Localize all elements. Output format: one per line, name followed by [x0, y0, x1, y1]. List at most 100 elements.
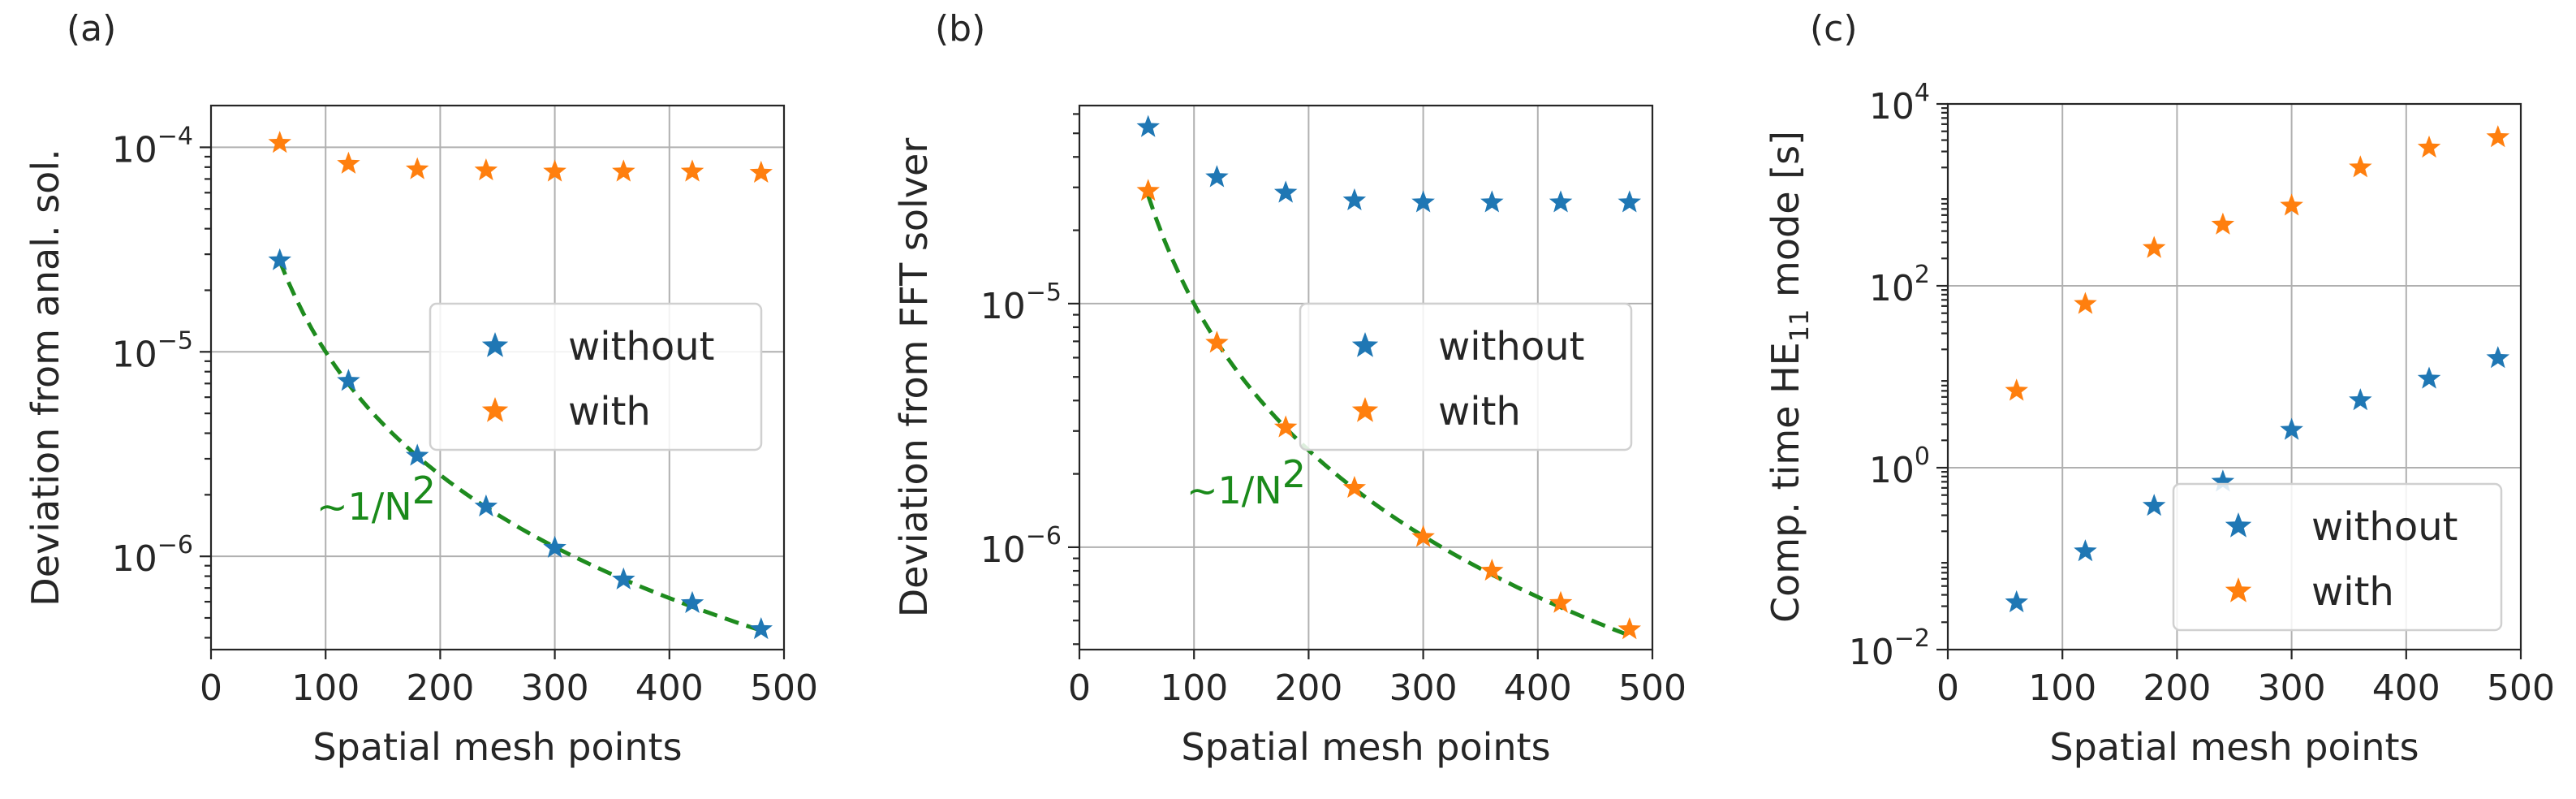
- legend-box: [1299, 302, 1633, 451]
- y-tick-base: 10: [112, 129, 157, 171]
- y-tick-label: 10−4: [112, 122, 193, 171]
- x-tick-label: 0: [200, 667, 222, 709]
- y-tick-exponent: −6: [1026, 522, 1062, 551]
- legend-marker-without: [2225, 512, 2252, 538]
- data-point-with: [1411, 525, 1435, 547]
- data-point-without: [1480, 190, 1504, 213]
- legend-label-with: with: [1438, 389, 1521, 434]
- x-axis-label: Spatial mesh points: [312, 725, 682, 769]
- x-tick-label: 500: [2487, 667, 2555, 709]
- legend-marker-without: [1351, 332, 1379, 357]
- y-tick-label: 10−5: [980, 279, 1062, 327]
- y-tick-label: 102: [1869, 261, 1930, 309]
- fit-curve: [278, 260, 762, 633]
- data-point-with: [2005, 378, 2028, 401]
- data-point-without: [2349, 388, 2372, 411]
- data-point-without: [2486, 346, 2509, 369]
- plot-frame: [1946, 102, 2522, 651]
- y-tick-exponent: 2: [1915, 261, 1930, 289]
- data-point-with: [543, 159, 566, 182]
- x-axis-label: Spatial mesh points: [1181, 725, 1550, 769]
- data-point-without: [749, 617, 773, 640]
- x-tick-label: 400: [1504, 667, 1572, 709]
- x-tick-label: 400: [635, 667, 704, 709]
- legend-label-with: with: [568, 389, 651, 434]
- panel-label: (a): [67, 8, 116, 50]
- data-point-with: [2349, 155, 2372, 178]
- panel-a: ~1/N20 100 200 300 400 50010−610−510−4Spatial…: [24, 8, 818, 769]
- legend-box: [429, 302, 763, 451]
- fit-annotation: ~1/N2: [1187, 452, 1306, 512]
- fit-annotation-main: ~1/N: [317, 485, 412, 529]
- y-axis-label-main: Comp. time HE: [1764, 342, 1807, 623]
- y-tick-base: 10: [112, 538, 157, 580]
- fit-annotation: ~1/N2: [317, 469, 436, 529]
- data-point-with: [1618, 617, 1641, 640]
- x-tick-label: 0: [1068, 667, 1091, 709]
- y-tick-exponent: −5: [157, 326, 193, 355]
- panel-label: (c): [1810, 8, 1858, 50]
- legend-label-with: with: [2311, 569, 2394, 615]
- data-point-with: [1205, 330, 1229, 353]
- y-tick-exponent: −5: [1026, 279, 1062, 307]
- data-point-without: [2142, 494, 2166, 516]
- x-tick-label: 200: [2143, 667, 2211, 709]
- data-point-with: [1342, 476, 1367, 499]
- data-point-with: [2211, 212, 2235, 235]
- data-point-with: [2486, 125, 2509, 148]
- y-tick-label: 100: [1869, 443, 1930, 491]
- y-tick-base: 10: [980, 529, 1026, 571]
- y-tick-base: 10: [1869, 450, 1915, 491]
- y-tick-base: 10: [1849, 632, 1894, 673]
- fit-annotation-main: ~1/N: [1187, 469, 1282, 512]
- data-point-with: [1273, 415, 1298, 438]
- data-point-with: [2417, 135, 2441, 158]
- data-point-without: [2211, 469, 2235, 492]
- y-tick-label: 10−6: [980, 522, 1062, 571]
- data-point-with: [337, 151, 360, 174]
- y-tick-label: 104: [1869, 79, 1930, 127]
- data-point-with: [2280, 193, 2303, 216]
- legend-marker-with: [481, 397, 509, 422]
- data-point-without: [1342, 188, 1367, 210]
- y-tick-base: 10: [1869, 86, 1915, 127]
- y-tick-exponent: 0: [1915, 443, 1930, 471]
- data-point-with: [612, 159, 635, 182]
- data-point-without: [405, 443, 429, 466]
- y-axis-label: Deviation from FFT solver: [892, 138, 936, 618]
- data-point-without: [268, 248, 291, 270]
- data-point-with: [1549, 590, 1573, 613]
- y-tick-base: 10: [980, 286, 1026, 327]
- data-point-without: [337, 369, 360, 391]
- legend-marker-with: [2225, 577, 2252, 602]
- fit-annotation-exponent: 2: [412, 469, 436, 512]
- fit-annotation-exponent: 2: [1282, 452, 1306, 496]
- data-point-without: [2417, 366, 2441, 389]
- y-tick-label: 10−5: [112, 326, 193, 375]
- y-axis-label: Deviation from anal. sol.: [24, 149, 67, 606]
- data-point-with: [2142, 235, 2166, 258]
- data-point-without: [1136, 114, 1160, 137]
- legend: without with: [2172, 482, 2503, 632]
- data-point-without: [1618, 190, 1641, 213]
- y-tick-base: 10: [1869, 268, 1915, 309]
- data-point-without: [2005, 590, 2028, 613]
- legend-marker-with: [1351, 397, 1379, 422]
- y-tick-label: 10−2: [1849, 624, 1930, 673]
- data-point-without: [543, 535, 566, 558]
- data-point-with: [405, 157, 429, 179]
- legend-label-without: without: [568, 324, 714, 369]
- data-point-with: [1480, 559, 1504, 581]
- x-tick-label: 100: [2028, 667, 2096, 709]
- panel-label: (b): [935, 8, 985, 50]
- x-tick-label: 500: [750, 667, 818, 709]
- data-point-with: [268, 131, 291, 153]
- plot-frame: [209, 104, 786, 651]
- data-point-without: [2074, 539, 2097, 562]
- legend: without with: [429, 302, 763, 451]
- data-point-with: [2074, 292, 2097, 314]
- data-point-without: [2280, 417, 2303, 440]
- x-tick-label: 300: [2258, 667, 2326, 709]
